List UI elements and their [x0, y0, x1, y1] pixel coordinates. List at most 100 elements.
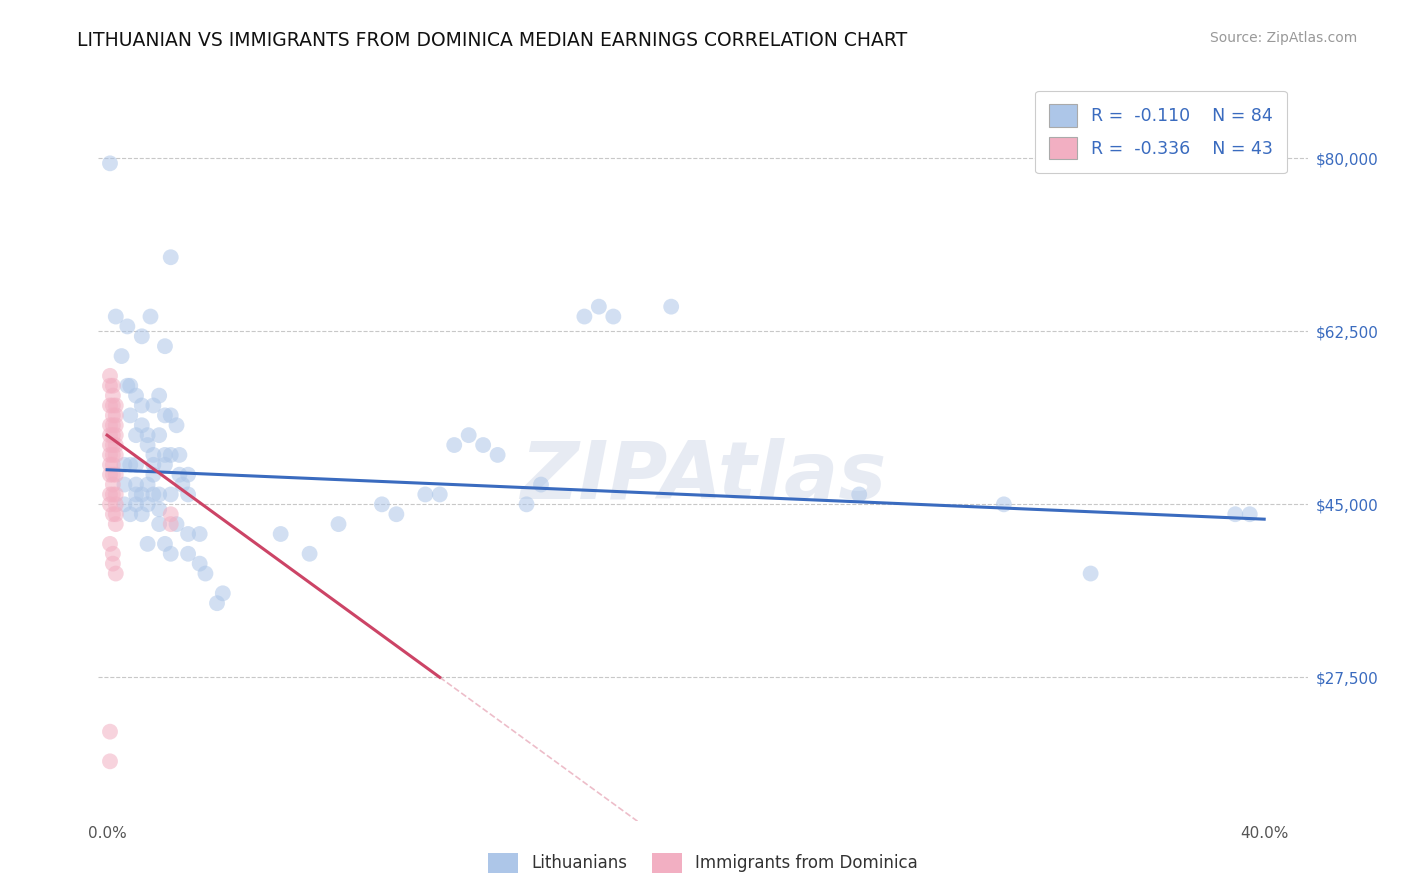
Point	[1080, 566, 1102, 581]
Point	[371, 497, 394, 511]
Point	[125, 428, 148, 442]
Point	[104, 409, 127, 423]
Point	[104, 487, 127, 501]
Point	[104, 517, 127, 532]
Point	[142, 467, 165, 482]
Point	[98, 467, 121, 482]
Point	[104, 566, 127, 581]
Point	[101, 389, 124, 403]
Point	[1239, 507, 1261, 521]
Point	[131, 399, 153, 413]
Point	[98, 368, 121, 383]
Point	[142, 399, 165, 413]
Point	[120, 409, 142, 423]
Point	[1225, 507, 1247, 521]
Point	[177, 527, 200, 541]
Point	[159, 250, 181, 264]
Point	[148, 502, 170, 516]
Point	[159, 448, 181, 462]
Point	[588, 300, 610, 314]
Point	[104, 507, 127, 521]
Point	[98, 487, 121, 501]
Point	[136, 428, 159, 442]
Point	[177, 467, 200, 482]
Point	[131, 329, 153, 343]
Point	[172, 477, 194, 491]
Point	[169, 448, 191, 462]
Point	[98, 438, 121, 452]
Point	[848, 487, 870, 501]
Point	[101, 467, 124, 482]
Point	[148, 517, 170, 532]
Point	[120, 507, 142, 521]
Point	[148, 428, 170, 442]
Point	[98, 399, 121, 413]
Point	[515, 497, 537, 511]
Point	[101, 378, 124, 392]
Point	[98, 156, 121, 170]
Point	[136, 477, 159, 491]
Point	[101, 428, 124, 442]
Point	[98, 448, 121, 462]
Point	[125, 497, 148, 511]
Point	[104, 448, 127, 462]
Point	[530, 477, 553, 491]
Point	[136, 497, 159, 511]
Point	[574, 310, 596, 324]
Point	[659, 300, 682, 314]
Point	[188, 527, 211, 541]
Point	[486, 448, 509, 462]
Point	[443, 438, 465, 452]
Point	[602, 310, 624, 324]
Point	[98, 724, 121, 739]
Point	[142, 458, 165, 472]
Point	[159, 487, 181, 501]
Point	[166, 517, 188, 532]
Point	[177, 487, 200, 501]
Point	[101, 458, 124, 472]
Point	[131, 418, 153, 433]
Point	[148, 487, 170, 501]
Text: ZIPAtlas: ZIPAtlas	[520, 438, 886, 516]
Point	[159, 507, 181, 521]
Point	[114, 458, 136, 472]
Point	[101, 547, 124, 561]
Point	[114, 497, 136, 511]
Point	[472, 438, 495, 452]
Point	[117, 319, 139, 334]
Point	[104, 399, 127, 413]
Point	[101, 507, 124, 521]
Point	[153, 339, 176, 353]
Point	[125, 389, 148, 403]
Point	[98, 378, 121, 392]
Point	[117, 378, 139, 392]
Point	[188, 557, 211, 571]
Point	[205, 596, 228, 610]
Point	[211, 586, 233, 600]
Point	[101, 399, 124, 413]
Point	[142, 448, 165, 462]
Point	[104, 310, 127, 324]
Point	[142, 487, 165, 501]
Point	[169, 467, 191, 482]
Legend: Lithuanians, Immigrants from Dominica: Lithuanians, Immigrants from Dominica	[481, 847, 925, 880]
Point	[120, 458, 142, 472]
Point	[298, 547, 321, 561]
Point	[110, 349, 132, 363]
Point	[328, 517, 350, 532]
Point	[104, 467, 127, 482]
Point	[114, 477, 136, 491]
Point	[385, 507, 408, 521]
Point	[194, 566, 217, 581]
Point	[104, 428, 127, 442]
Point	[98, 428, 121, 442]
Text: LITHUANIAN VS IMMIGRANTS FROM DOMINICA MEDIAN EARNINGS CORRELATION CHART: LITHUANIAN VS IMMIGRANTS FROM DOMINICA M…	[77, 31, 908, 50]
Point	[136, 537, 159, 551]
Point	[125, 487, 148, 501]
Point	[101, 438, 124, 452]
Point	[98, 497, 121, 511]
Point	[136, 438, 159, 452]
Point	[98, 537, 121, 551]
Point	[159, 517, 181, 532]
Point	[104, 438, 127, 452]
